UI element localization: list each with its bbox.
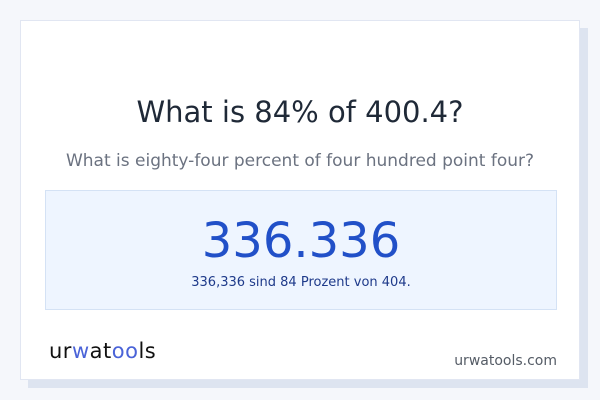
result-note: 336,336 sind 84 Prozent von 404. xyxy=(191,275,411,290)
result-card: What is 84% of 400.4? What is eighty-fou… xyxy=(20,20,580,380)
logo-part: ls xyxy=(138,339,157,363)
page-title: What is 84% of 400.4? xyxy=(136,95,464,129)
logo: urwatools xyxy=(49,339,156,363)
site-url: urwatools.com xyxy=(454,353,557,369)
result-value: 336.336 xyxy=(201,213,401,269)
logo-part: at xyxy=(89,339,112,363)
logo-part: ur xyxy=(49,339,72,363)
logo-part: w xyxy=(71,339,90,363)
subtitle: What is eighty-four percent of four hund… xyxy=(65,151,535,171)
result-box: 336.336 336,336 sind 84 Prozent von 404. xyxy=(45,190,557,310)
logo-part: oo xyxy=(111,339,139,363)
